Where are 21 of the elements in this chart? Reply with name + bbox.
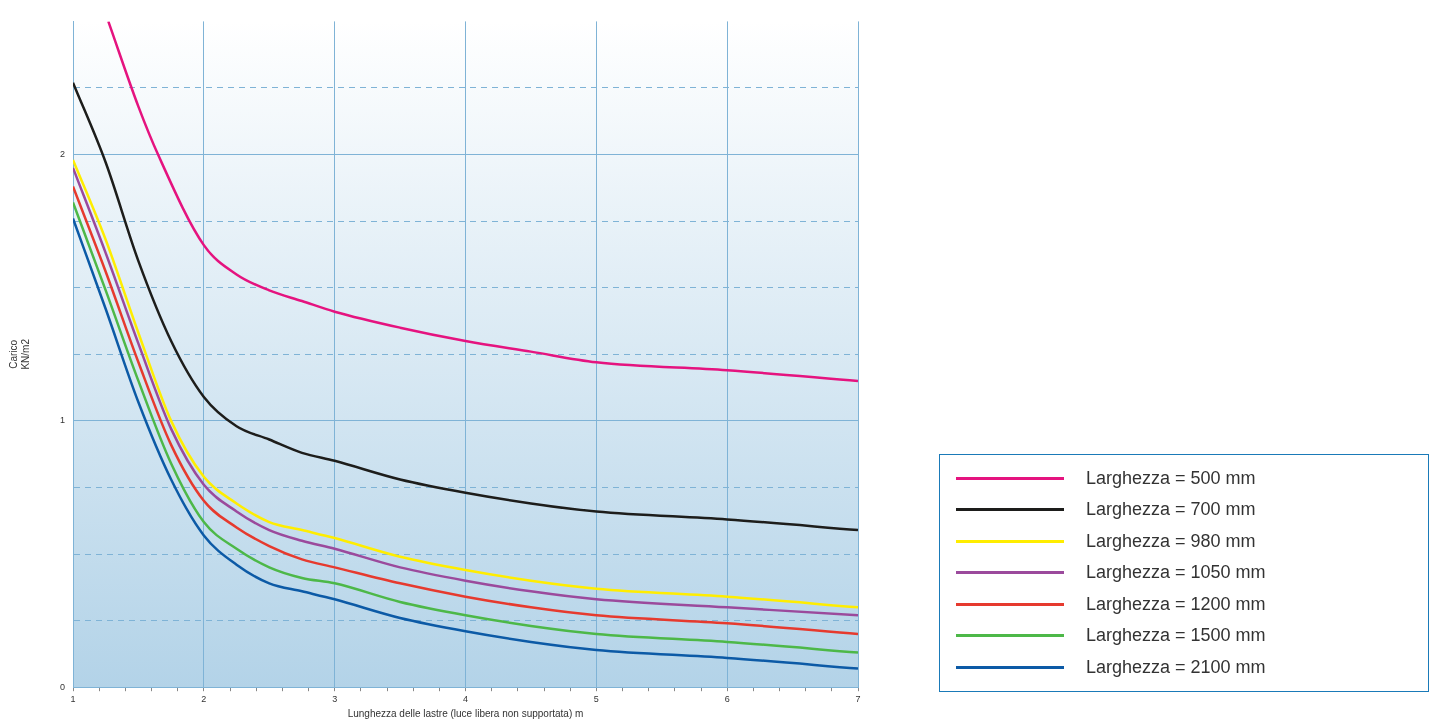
line-series (107, 21, 858, 383)
y-tick-label: 1 (59, 415, 65, 426)
text: Larghezza = 1500 mm (1086, 625, 1266, 647)
x-tick-label: 2 (201, 694, 207, 705)
y-tick-label: 0 (59, 681, 65, 692)
y-axis-title: Carico KN/m2 (7, 338, 31, 370)
text: Larghezza = 500 mm (1086, 467, 1256, 489)
x-tick-label: 6 (724, 694, 730, 705)
text: Larghezza = 1200 mm (1086, 593, 1266, 615)
y-tick-label: 2 (59, 149, 65, 160)
x-tick-label: 5 (593, 694, 599, 705)
x-axis-title: Lunghezza delle lastre (luce libera non supportata) m (347, 707, 584, 719)
x-tick-label: 1 (70, 694, 76, 705)
x-tick-label: 4 (462, 694, 469, 705)
text: Larghezza = 1050 mm (1086, 562, 1266, 584)
line-series (73, 81, 858, 532)
x-tick-label: 3 (332, 694, 338, 705)
text: Larghezza = 2100 mm (1086, 656, 1266, 678)
x-tick-label: 7 (855, 694, 861, 705)
text: Larghezza = 700 mm (1086, 499, 1256, 521)
text: Larghezza = 980 mm (1086, 530, 1256, 552)
